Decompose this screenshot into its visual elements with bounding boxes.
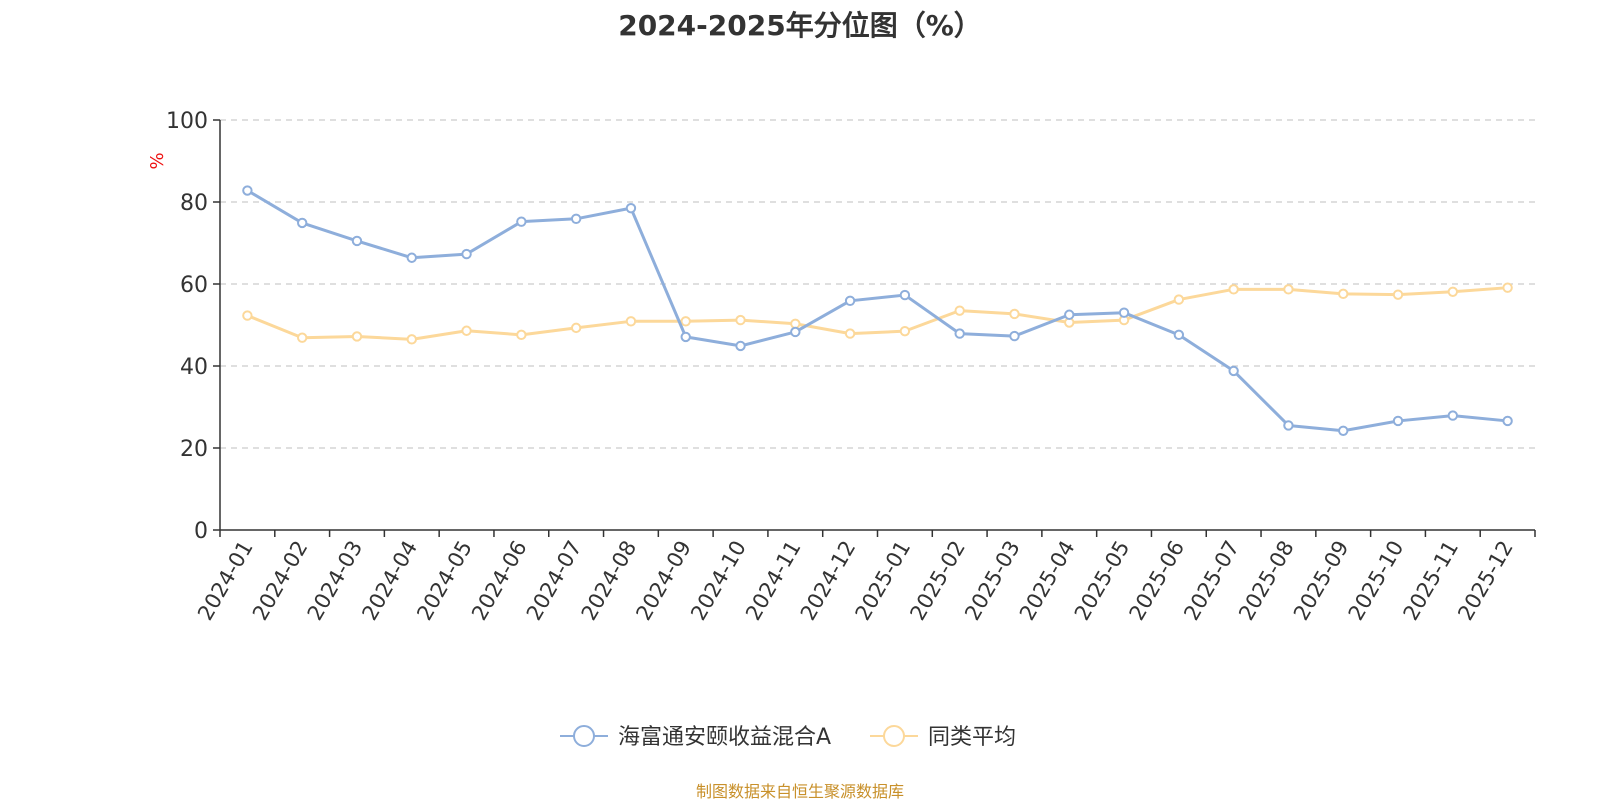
data-point [1502,282,1513,293]
data-point [242,310,253,321]
data-point [954,305,965,316]
axes: % [147,120,1535,531]
legend-marker [573,725,595,747]
data-point [1283,284,1294,295]
data-point [1173,294,1185,305]
data-point [351,331,363,342]
y-tick-label: 80 [180,191,208,216]
data-point [899,325,911,337]
data-point [1064,309,1075,320]
data-point [680,316,691,327]
data-point [735,340,746,352]
data-point [1118,307,1130,318]
data-point [516,329,527,341]
y-axis-label: % [147,152,168,169]
y-tick-label: 100 [166,109,208,134]
x-axis-ticks: 2024-012024-022024-032024-042024-052024-… [193,530,1536,625]
y-tick-label: 40 [180,355,208,380]
data-point [625,316,637,327]
data-point [625,202,637,214]
chart-title: 2024-2025年分位图（%） [618,9,982,42]
data-point [1338,425,1349,436]
data-point [1009,308,1020,320]
x-tick-label: 2025-12 [1453,537,1518,625]
data-point [844,295,856,307]
data-point [1173,329,1185,341]
data-point [1447,410,1459,421]
data-point [844,328,856,339]
data-point [1228,284,1239,295]
data-point [242,185,253,196]
data-point [461,248,472,260]
y-tick-label: 20 [180,437,208,462]
data-point [680,331,691,343]
data-point [461,325,472,336]
data-point [1447,286,1459,297]
data-point [790,326,801,338]
data-point [1283,420,1294,431]
data-point [570,213,582,225]
legend-label: 同类平均 [928,725,1016,750]
data-point [1009,330,1020,342]
gridlines [220,119,1535,449]
data-point [899,289,911,301]
legend-label: 海富通安颐收益混合A [618,725,831,750]
data-point [296,332,308,343]
data-point [1392,415,1404,427]
y-tick-label: 0 [194,519,208,544]
data-point [406,252,417,263]
data-point [1228,365,1239,377]
data-point [1338,288,1349,300]
y-tick-label: 60 [180,273,208,298]
data-point [790,318,801,329]
data-point [735,314,746,326]
data-point [1392,289,1404,300]
data-point [296,217,308,229]
legend-marker [883,725,905,747]
data-point [516,216,527,227]
data-point [406,334,417,345]
data-point [351,235,363,247]
data-point [570,322,582,334]
series-line [246,286,1508,341]
y-axis-ticks: 0 20 40 60 80 100 [166,109,220,544]
series-lines [242,185,1513,436]
data-point [954,328,965,339]
series-line [246,189,1508,433]
source-note: 制图数据来自恒生聚源数据库 [695,782,904,801]
data-point [1502,415,1513,427]
legend: 海富通安颐收益混合A 同类平均 [560,725,1016,750]
